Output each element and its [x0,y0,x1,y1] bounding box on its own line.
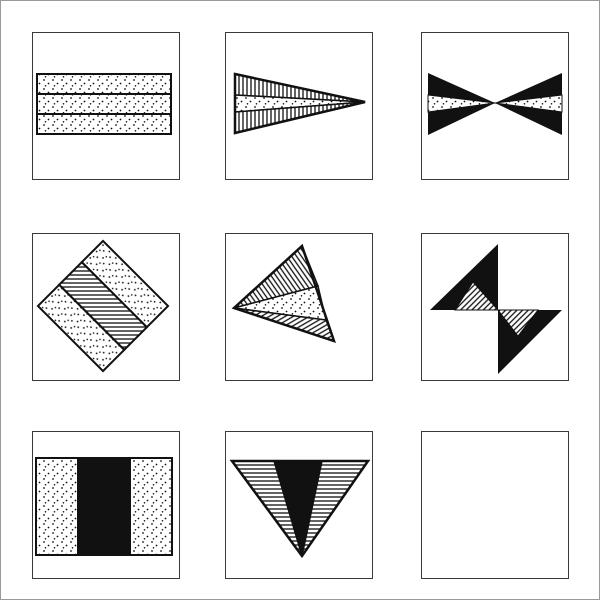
cell-r2c2[interactable] [225,233,373,381]
down-pointing-triangle-figure [229,459,371,559]
cell-r2c3[interactable] [421,233,569,381]
horizontal-bands-rectangle-figure [36,73,172,135]
fan-triangle-figure [231,243,336,343]
diagonal-bowtie-figure [430,244,562,374]
diagonal-square-figure [36,239,170,373]
cell-r3c1[interactable] [32,431,180,579]
cell-r3c2[interactable] [225,431,373,579]
vertical-bands-rectangle-figure [35,457,173,556]
horizontal-bowtie-figure [427,73,563,135]
cell-r2c1[interactable] [32,233,180,381]
right-pointing-triangle-figure [233,72,366,135]
cell-r1c1[interactable] [32,32,180,180]
cell-r3c3-empty[interactable] [421,431,569,579]
cell-r1c2[interactable] [225,32,373,180]
cell-r1c3[interactable] [421,32,569,180]
